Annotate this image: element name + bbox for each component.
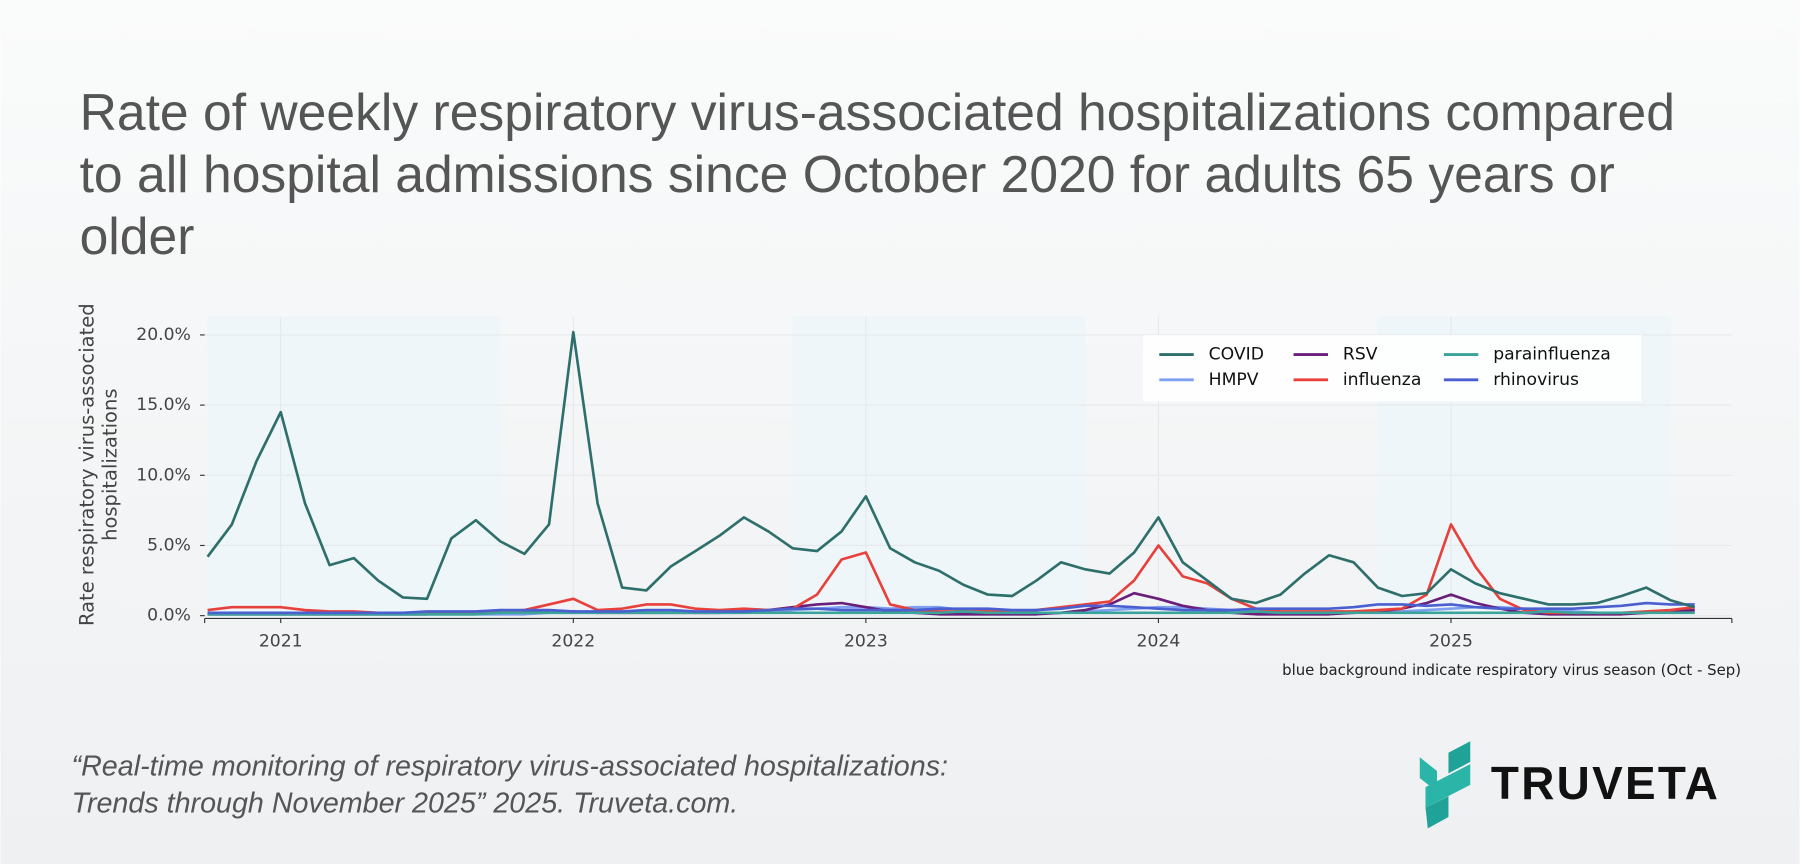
legend-label: rhinovirus — [1493, 370, 1579, 390]
series-line — [206, 330, 1696, 609]
logo-mark — [1425, 796, 1449, 829]
legend-label: RSV — [1343, 345, 1378, 365]
legend-label: HMPV — [1209, 370, 1259, 390]
x-tick-label: 2024 — [1137, 631, 1181, 651]
x-tick-label: 2023 — [844, 631, 888, 651]
logo-text: TRUVETA — [1491, 757, 1720, 809]
plot-area: 0.0% 5.0% 10.0% 15.0% 20.0% 2021 2022 2023 2024 2… — [136, 316, 1733, 651]
season-band — [207, 316, 501, 619]
y-tick-label: 15.0% — [136, 395, 191, 415]
citation: “Real-time monitoring of respiratory vir… — [72, 750, 948, 819]
season-note: blue background indicate respiratory vir… — [1282, 661, 1741, 679]
legend-label: influenza — [1343, 370, 1421, 390]
chart-title: Rate of weekly respiratory virus-associa… — [80, 83, 1675, 265]
y-tick-label: 20.0% — [136, 325, 191, 345]
y-axis-label: Rate respiratory virus-associatedhospita… — [75, 303, 121, 626]
series-line — [207, 610, 1695, 616]
x-tick-label: 2021 — [259, 631, 303, 651]
logo-mark — [1419, 757, 1437, 792]
logo-mark — [1448, 741, 1471, 774]
logo-mark — [1425, 764, 1471, 808]
legend-label: parainfluenza — [1493, 345, 1611, 365]
series-line — [207, 601, 1695, 615]
y-tick-label: 0.0% — [147, 606, 191, 626]
y-tick-label: 10.0% — [136, 465, 191, 485]
logo: TRUVETA — [1419, 741, 1720, 829]
x-tick-label: 2022 — [551, 631, 595, 651]
y-tick-label: 5.0% — [147, 535, 191, 555]
legend-box — [1143, 335, 1642, 402]
season-band — [792, 316, 1086, 619]
x-tick-label: 2025 — [1429, 631, 1473, 651]
legend-label: COVID — [1209, 345, 1264, 365]
